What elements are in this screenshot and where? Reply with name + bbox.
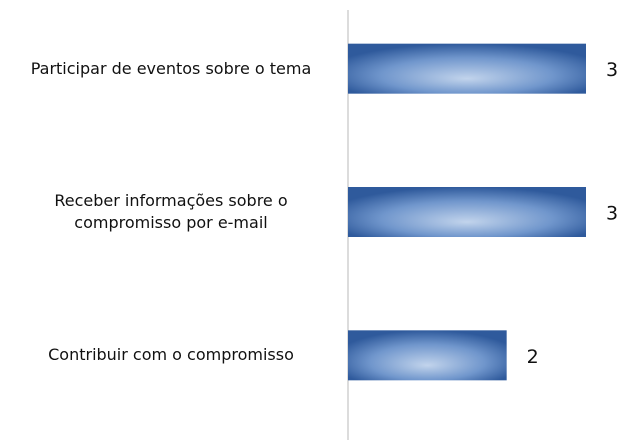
category-label: Contribuir com o compromisso	[48, 345, 294, 365]
bar	[348, 330, 507, 381]
category-label: Participar de eventos sobre o tema	[30, 58, 312, 78]
value-label: 2	[527, 346, 539, 368]
bar	[348, 187, 586, 237]
category-label: Receber informações sobre o compromisso …	[54, 191, 288, 232]
bar	[348, 43, 586, 94]
value-label: 3	[606, 59, 618, 81]
value-label: 3	[606, 203, 618, 225]
